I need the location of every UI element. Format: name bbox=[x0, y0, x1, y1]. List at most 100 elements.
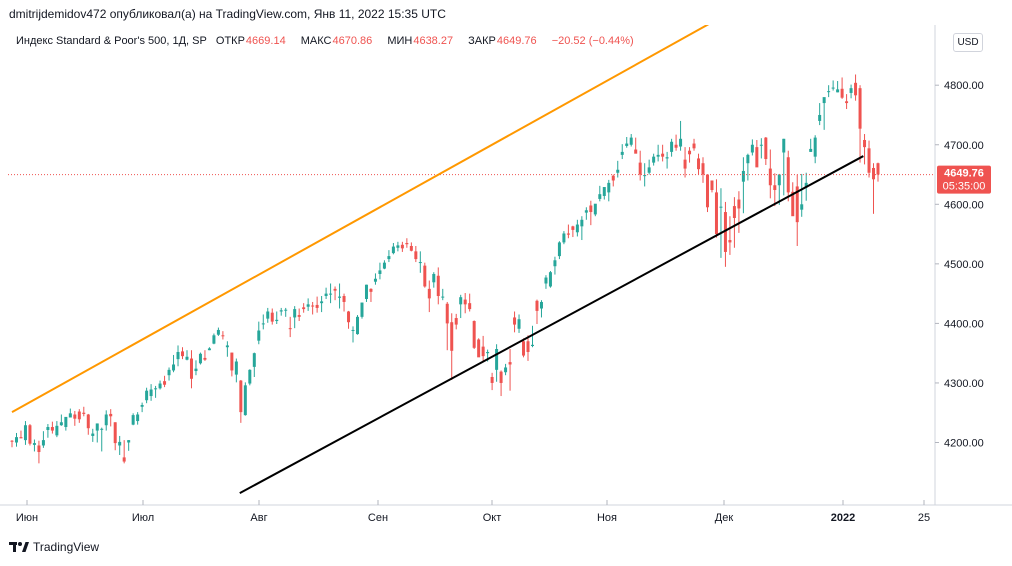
candle-body bbox=[418, 262, 422, 264]
candle-body bbox=[701, 163, 705, 175]
open-value: 4669.14 bbox=[245, 35, 286, 47]
candle-body bbox=[575, 224, 579, 233]
candle-body bbox=[23, 425, 27, 441]
candle-body bbox=[445, 303, 449, 324]
candle-body bbox=[154, 388, 158, 390]
candle-body bbox=[131, 415, 135, 425]
candle-body bbox=[234, 361, 238, 375]
candle-body bbox=[46, 427, 50, 430]
candle-body bbox=[127, 440, 131, 443]
candle-body bbox=[50, 427, 54, 431]
candle-body bbox=[212, 335, 216, 344]
change-value: −20.52 (−0.44%) bbox=[551, 35, 634, 47]
candle-body bbox=[589, 205, 593, 213]
candle-body bbox=[638, 162, 642, 175]
candle-body bbox=[620, 151, 624, 155]
candle-body bbox=[602, 187, 606, 196]
candle-body bbox=[37, 445, 41, 453]
y-tick-label: 4500.00 bbox=[944, 259, 984, 271]
candle-body bbox=[364, 284, 368, 299]
candle-body bbox=[243, 385, 247, 416]
candle-body bbox=[813, 137, 817, 157]
low-value: 4638.27 bbox=[413, 35, 454, 47]
candle-body bbox=[86, 414, 90, 429]
candle-body bbox=[809, 148, 813, 152]
candle-body bbox=[239, 380, 243, 413]
candle-body bbox=[41, 440, 45, 446]
candle-body bbox=[517, 319, 521, 329]
candle-body bbox=[163, 381, 167, 385]
open-label: ОТКР bbox=[215, 35, 245, 47]
close-label: ЗАКР bbox=[468, 35, 496, 47]
candle-body bbox=[167, 369, 171, 376]
candle-body bbox=[391, 246, 395, 254]
candle-body bbox=[338, 296, 342, 298]
x-tick-label: Окт bbox=[483, 512, 502, 524]
symbol-legend: Индекс Standard & Poor's 500, 1Д, SP ОТК… bbox=[16, 35, 640, 47]
candle-body bbox=[652, 156, 656, 163]
candle-body bbox=[562, 233, 566, 243]
candle-body bbox=[297, 315, 301, 317]
candle-body bbox=[68, 413, 72, 418]
candle-body bbox=[800, 204, 804, 210]
candle-body bbox=[548, 272, 552, 287]
candle-body bbox=[270, 312, 274, 322]
candle-body bbox=[867, 148, 871, 173]
candle-body bbox=[145, 390, 149, 401]
candle-body bbox=[387, 256, 391, 260]
x-tick-label: 25 bbox=[918, 512, 930, 524]
candle-body bbox=[248, 369, 252, 384]
x-tick-label: Дек bbox=[715, 512, 734, 524]
candle-body bbox=[818, 114, 822, 121]
candle-body bbox=[109, 413, 113, 417]
candle-body bbox=[396, 245, 400, 248]
candle-body bbox=[553, 260, 557, 267]
candle-body bbox=[405, 243, 409, 245]
high-value: 4670.86 bbox=[332, 35, 373, 47]
candle-body bbox=[530, 344, 534, 347]
candle-body bbox=[665, 157, 669, 159]
candle-body bbox=[441, 296, 445, 298]
candle-body bbox=[198, 353, 202, 364]
candle-body bbox=[378, 270, 382, 274]
currency-button[interactable]: USD bbox=[953, 33, 983, 52]
candle-body bbox=[194, 368, 198, 372]
candle-body bbox=[670, 141, 674, 152]
price-badge bbox=[937, 165, 991, 194]
y-tick-label: 4300.00 bbox=[944, 378, 984, 390]
candle-body bbox=[10, 440, 14, 442]
candle-body bbox=[450, 322, 454, 351]
candle-body bbox=[104, 414, 108, 426]
candle-body bbox=[827, 91, 831, 93]
candle-body bbox=[252, 353, 256, 367]
candle-body bbox=[324, 293, 328, 297]
candle-body bbox=[737, 199, 741, 209]
candle-body bbox=[831, 87, 835, 89]
candle-body bbox=[728, 240, 732, 243]
y-tick-label: 4700.00 bbox=[944, 140, 984, 152]
candle-body bbox=[773, 185, 777, 191]
candle-body bbox=[306, 304, 310, 307]
candle-body bbox=[845, 101, 849, 104]
candle-body bbox=[674, 144, 678, 148]
candle-body bbox=[176, 351, 180, 360]
candle-body bbox=[876, 163, 880, 175]
candle-body bbox=[490, 376, 494, 383]
candle-body bbox=[836, 89, 840, 93]
candle-body bbox=[118, 441, 122, 446]
candle-body bbox=[32, 443, 36, 445]
candle-body bbox=[661, 153, 665, 157]
candle-body bbox=[189, 358, 193, 379]
price-badge-value: 4649.76 bbox=[944, 168, 984, 180]
candle-body bbox=[732, 206, 736, 218]
candle-body bbox=[822, 97, 826, 104]
candle-body bbox=[122, 457, 126, 462]
candle-body bbox=[230, 352, 234, 371]
publisher-caption: dmitrijdemidov472 опубликовал(а) на Trad… bbox=[9, 7, 446, 21]
candle-body bbox=[113, 422, 117, 444]
candle-body bbox=[459, 297, 463, 305]
candle-body bbox=[584, 210, 588, 213]
candle-body bbox=[643, 175, 647, 177]
candle-body bbox=[28, 425, 32, 444]
